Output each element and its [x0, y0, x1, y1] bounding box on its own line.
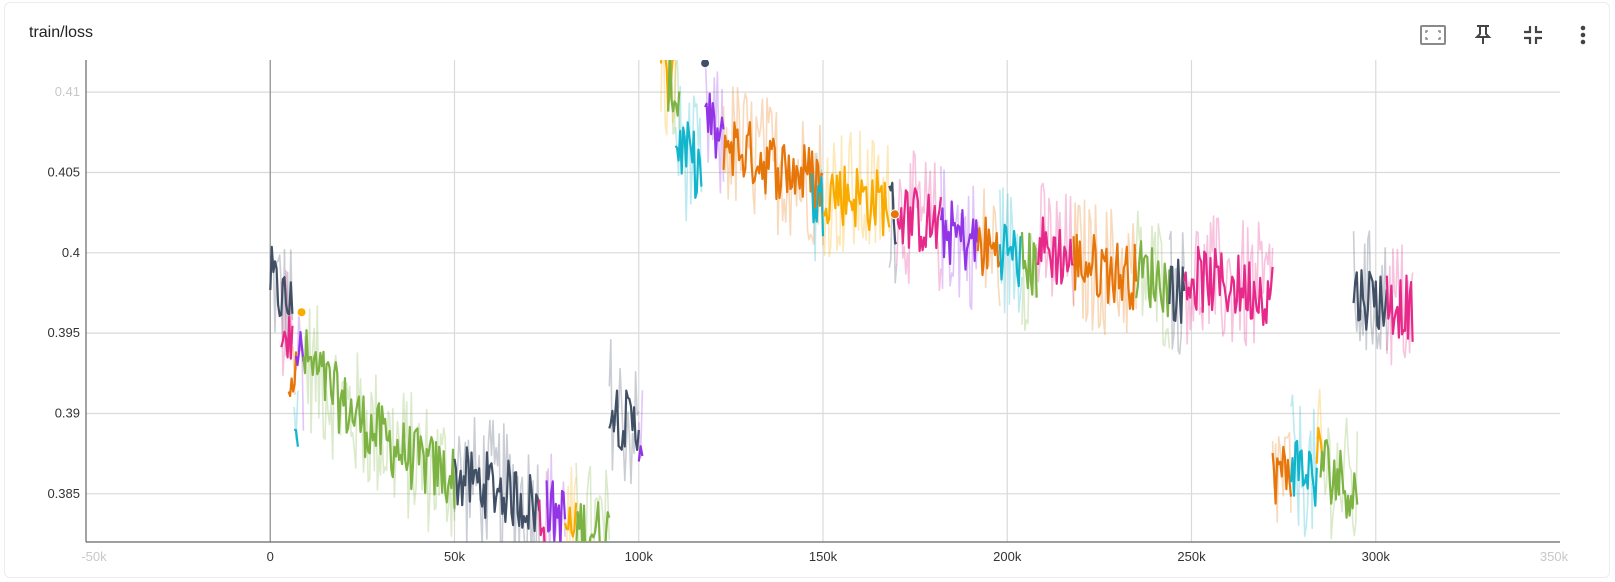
fit-domain-button[interactable] — [1415, 19, 1451, 51]
more-vert-icon — [1580, 25, 1586, 45]
series-line[interactable] — [1319, 439, 1359, 519]
point-marker — [296, 307, 307, 318]
raw-series-line — [566, 466, 577, 542]
raw-series-line — [704, 60, 725, 194]
x-tick-label: 300k — [1362, 549, 1391, 564]
series-line[interactable] — [1183, 245, 1274, 326]
pin-icon — [1474, 25, 1492, 44]
y-tick-label: 0.395 — [47, 325, 80, 340]
y-tick-label: 0.39 — [55, 405, 80, 420]
series-line[interactable] — [637, 445, 644, 462]
x-tick-label: 250k — [1177, 549, 1206, 564]
series-line[interactable] — [575, 501, 611, 564]
collapse-icon — [1524, 26, 1542, 44]
y-tick-label: 0.405 — [47, 164, 80, 179]
series-line[interactable] — [293, 428, 299, 447]
series-line[interactable] — [1352, 269, 1388, 331]
y-tick-label: 0.385 — [47, 486, 80, 501]
raw-series-line — [302, 305, 456, 537]
y-tick-label: 0.41 — [55, 84, 80, 99]
series-line[interactable] — [1036, 216, 1074, 285]
series-line[interactable] — [976, 216, 1001, 277]
fit-domain-icon — [1420, 25, 1446, 45]
series-line[interactable] — [810, 173, 825, 237]
chart-axes — [85, 60, 1560, 543]
raw-series-line — [660, 60, 677, 136]
series-line[interactable] — [1168, 258, 1186, 324]
series-line[interactable] — [538, 499, 546, 555]
series-line[interactable] — [939, 200, 979, 271]
series-line[interactable] — [704, 92, 725, 159]
series-line[interactable] — [302, 329, 456, 509]
pin-button[interactable] — [1465, 19, 1501, 51]
x-tick-label: 200k — [993, 549, 1022, 564]
series-line[interactable] — [1385, 274, 1414, 342]
card-title: train/loss — [29, 24, 94, 41]
raw-series-line — [575, 462, 611, 542]
raw-series-line — [1035, 182, 1075, 306]
x-tick-label: 100k — [625, 549, 654, 564]
raw-series-line — [1072, 199, 1137, 336]
x-edge-label: 350k — [1540, 549, 1569, 564]
card-toolbar — [1415, 19, 1601, 51]
collapse-button[interactable] — [1515, 19, 1551, 51]
tick-labels: 0.385 0.39 0.395 0.4 0.405 0.41 0 50k 100k 150k 20… — [47, 84, 1568, 564]
x-tick-label: 50k — [444, 549, 465, 564]
raw-series-line — [940, 166, 979, 311]
series-line[interactable] — [822, 165, 891, 237]
series-line[interactable] — [674, 121, 703, 199]
series-line[interactable] — [563, 502, 578, 538]
point-marker — [700, 60, 711, 69]
raw-series-line — [1183, 215, 1274, 347]
series-line[interactable] — [269, 245, 294, 318]
series-line[interactable] — [545, 480, 567, 547]
series-line[interactable] — [1289, 439, 1318, 507]
raw-series-line — [541, 471, 548, 542]
series-line[interactable] — [888, 181, 898, 245]
x-tick-label: 150k — [809, 549, 838, 564]
y-tick-label: 0.4 — [62, 245, 80, 260]
point-marker — [889, 209, 900, 220]
series-line[interactable] — [1072, 233, 1138, 311]
raw-series-line — [670, 60, 681, 135]
series-line[interactable] — [294, 331, 305, 367]
raw-series-line — [280, 269, 294, 377]
smoothed-series-group — [269, 49, 1414, 564]
x-edge-label: -50k — [81, 549, 107, 564]
series-line[interactable] — [722, 120, 824, 209]
more-menu-button[interactable] — [1565, 19, 1601, 51]
series-line[interactable] — [453, 446, 541, 533]
series-line[interactable] — [1135, 240, 1171, 318]
raw-series-line — [722, 86, 824, 246]
marker-group — [296, 60, 900, 318]
series-line[interactable] — [608, 389, 640, 451]
series-line[interactable] — [287, 351, 298, 398]
series-line[interactable] — [1020, 232, 1038, 298]
series-line[interactable] — [280, 316, 294, 360]
series-line[interactable] — [667, 49, 681, 117]
series-line[interactable] — [895, 187, 942, 253]
raw-series-line — [895, 150, 942, 292]
series-line[interactable] — [998, 223, 1023, 288]
series-line[interactable] — [1271, 445, 1293, 505]
raw-series-line — [453, 416, 540, 542]
x-tick-label: 0 — [267, 549, 274, 564]
